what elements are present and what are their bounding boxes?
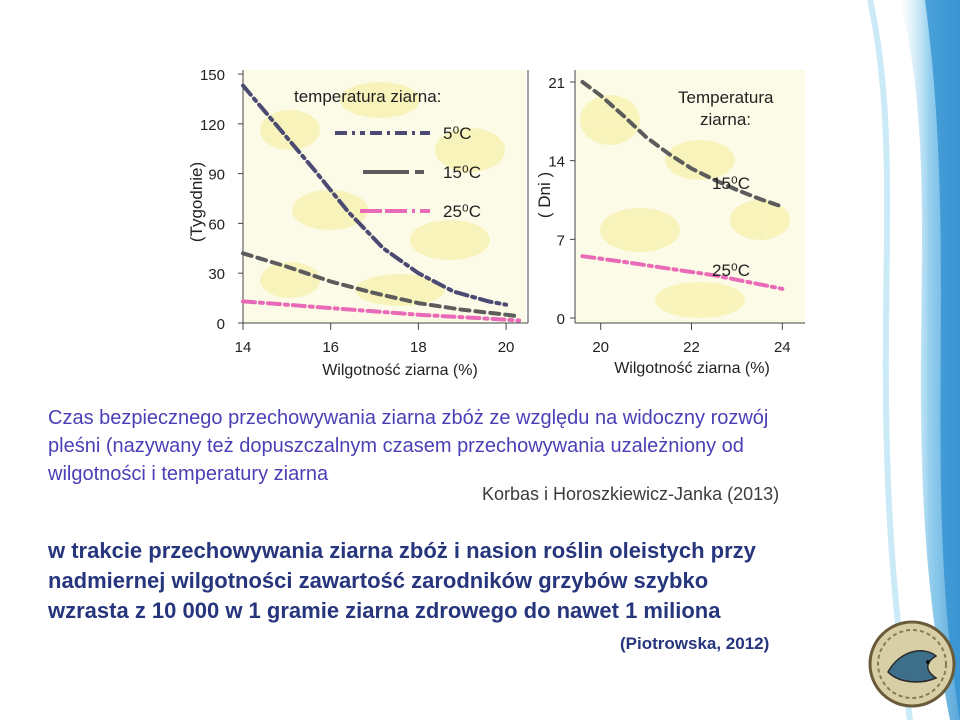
series-line-2 [580, 254, 785, 291]
para-line-3: wzrasta z 10 000 w 1 gramie ziarna zdrow… [48, 598, 721, 623]
caption-line-2: pleśni (nazywany też dopuszczalnym czase… [48, 435, 744, 457]
ytick-label: 150 [200, 67, 225, 84]
xtick-label: 24 [774, 339, 791, 356]
chart-right-series [580, 80, 785, 291]
legend-label: 25⁰C [712, 261, 750, 280]
series-line-2 [241, 251, 522, 319]
chart-right-ytick-labels: 0 7 14 21 [548, 75, 575, 328]
figure-caption: Czas bezpiecznego przechowywania ziarna … [48, 404, 928, 488]
ytick-label: 21 [548, 75, 565, 92]
xtick-label: 14 [235, 339, 252, 356]
chart-right-background [575, 70, 805, 323]
ytick-label: 7 [557, 232, 565, 249]
para-line-1: w trakcie przechowywania ziarna zbóż i n… [48, 538, 756, 563]
series-line-1 [580, 80, 785, 209]
legend-label: 15⁰C [712, 174, 750, 193]
xtick-label: 18 [410, 339, 427, 356]
chart-left-background [243, 70, 526, 323]
decorative-blue-stripe [867, 0, 960, 720]
chart-left-legend: 5⁰C 15⁰C 25⁰C [335, 124, 481, 221]
ytick-label: 14 [548, 154, 565, 171]
body-paragraph: w trakcie przechowywania ziarna zbóż i n… [48, 536, 928, 626]
xtick-label: 16 [322, 339, 339, 356]
para-line-2: nadmiernej wilgotności zawartość zarodni… [48, 568, 709, 593]
chart-right-legend-title-line2: ziarna: [700, 110, 751, 129]
chart-left-ylabel: (Tygodnie) [187, 162, 206, 242]
chart-left-ytick-labels: 0 30 60 90 120 150 [200, 67, 243, 333]
caption-line-1: Czas bezpiecznego przechowywania ziarna … [48, 407, 769, 429]
chart-left-xtick-labels: 14 16 18 20 [235, 323, 515, 356]
chart-right-ylabel: ( Dni ) [535, 172, 554, 218]
ytick-label: 0 [557, 311, 565, 328]
chart-right-legend: 15⁰C 25⁰C [712, 174, 750, 280]
figure-panel: 0 30 60 90 120 150 14 16 18 20 0 7 14 21 20 22 24 (Ty… [187, 67, 805, 379]
chart-left-xlabel: Wilgotność ziarna (%) [322, 362, 478, 379]
series-line-1 [241, 83, 509, 307]
xtick-label: 20 [592, 339, 609, 356]
legend-label: 25⁰C [443, 202, 481, 221]
xtick-label: 20 [498, 339, 515, 356]
citation-korbas: Korbas i Horoszkiewicz-Janka (2013) [482, 484, 780, 504]
caption-line-3: wilgotności i temperatury ziarna [48, 463, 329, 485]
legend-label: 15⁰C [443, 163, 481, 182]
legend-label: 5⁰C [443, 124, 472, 143]
citation-piotrowska: (Piotrowska, 2012) [620, 634, 770, 653]
xtick-label: 22 [683, 339, 700, 356]
ytick-label: 30 [208, 266, 225, 283]
ytick-label: 0 [217, 316, 225, 333]
chart-left-series [241, 83, 522, 323]
chart-right-legend-title-line1: Temperatura [678, 88, 774, 107]
chart-left-legend-title: temperatura ziarna: [294, 87, 441, 106]
ytick-label: 60 [208, 216, 225, 233]
series-line-3 [241, 299, 522, 323]
ytick-label: 120 [200, 117, 225, 134]
chart-right-xtick-labels: 20 22 24 [592, 323, 791, 356]
chart-right-axes [574, 70, 805, 324]
ytick-label: 90 [208, 167, 225, 184]
fish-emblem-seal [868, 620, 956, 708]
chart-left-axes [242, 70, 529, 324]
chart-right-xlabel: Wilgotność ziarna (%) [614, 360, 770, 377]
